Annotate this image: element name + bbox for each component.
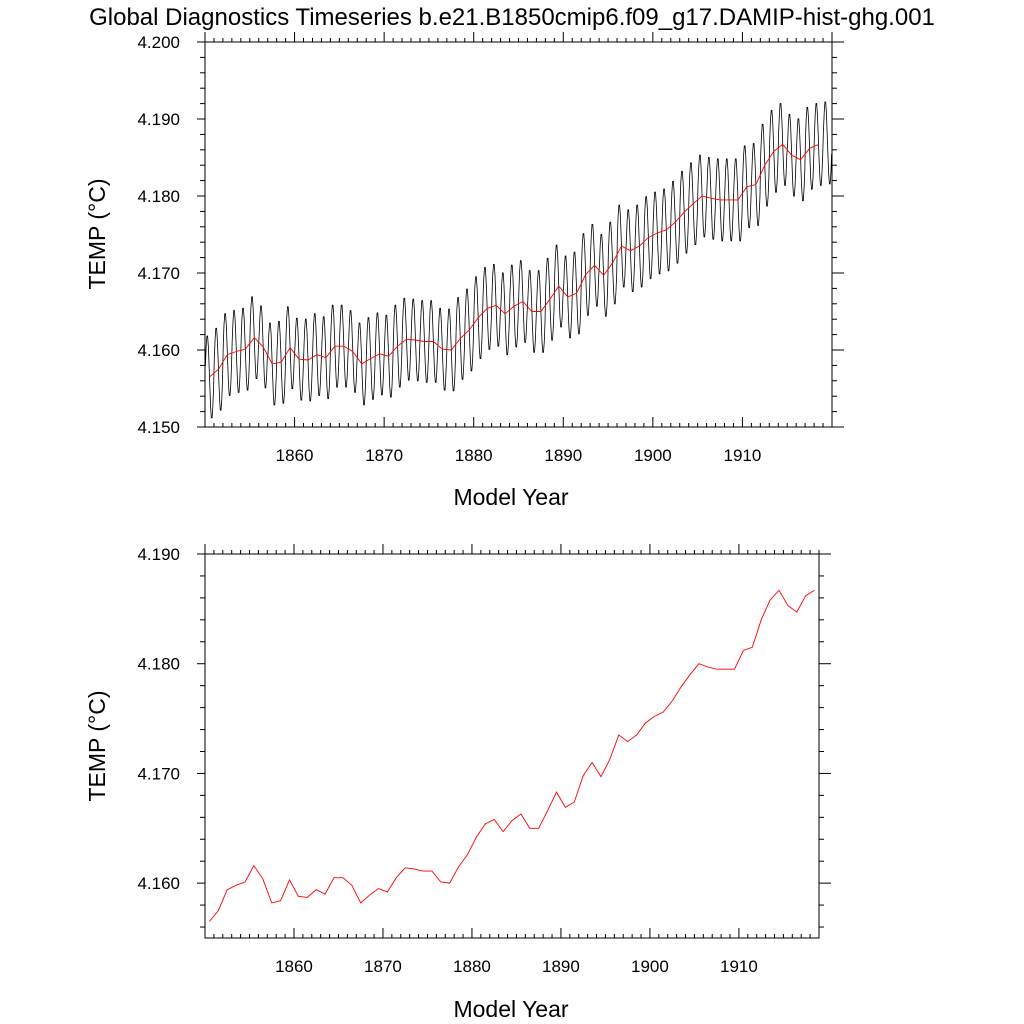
top-y-tick-label: 4.190 (137, 110, 180, 129)
bottom-panel: 1860 1870 1880 1890 1900 1910 4.160 4.170 4.180 4… (84, 544, 831, 1022)
bottom-x-tick-label: 1900 (631, 957, 669, 976)
bottom-panel-series (209, 589, 815, 922)
top-panel-tick-labels: 1860 1870 1880 1890 1900 1910 4.150 4.160 4.170 4… (137, 33, 761, 465)
bottom-y-axis-label: TEMP (°C) (84, 691, 110, 802)
top-series-line-annual (209, 143, 819, 378)
top-panel: 1860 1870 1880 1890 1900 1910 4.150 4.160 4.170 4… (84, 32, 844, 510)
top-x-tick-label: 1910 (724, 446, 762, 465)
top-y-tick-label: 4.170 (137, 264, 180, 283)
bottom-panel-ticks (197, 544, 831, 938)
top-y-tick-label: 4.180 (137, 187, 180, 206)
bottom-y-tick-label: 4.180 (137, 655, 180, 674)
top-y-tick-label: 4.150 (137, 418, 180, 437)
bottom-series-line-annual (209, 589, 815, 922)
top-y-tick-label: 4.200 (137, 33, 180, 52)
top-x-tick-label: 1890 (544, 446, 582, 465)
top-panel-ticks (197, 32, 844, 428)
bottom-x-tick-label: 1870 (364, 957, 402, 976)
top-x-axis-label: Model Year (453, 484, 568, 510)
top-panel-series (205, 101, 832, 419)
bottom-x-tick-label: 1890 (542, 957, 580, 976)
bottom-x-axis-label: Model Year (453, 996, 568, 1022)
top-x-tick-label: 1900 (634, 446, 672, 465)
top-y-axis-label: TEMP (°C) (84, 179, 110, 290)
bottom-y-tick-label: 4.160 (137, 874, 180, 893)
bottom-x-tick-label: 1910 (720, 957, 758, 976)
bottom-x-tick-label: 1880 (453, 957, 491, 976)
top-x-tick-label: 1860 (276, 446, 314, 465)
bottom-panel-tick-labels: 1860 1870 1880 1890 1900 1910 4.160 4.170 4.180 4… (137, 545, 757, 976)
top-y-tick-label: 4.160 (137, 341, 180, 360)
bottom-y-tick-label: 4.170 (137, 764, 180, 783)
top-series-line-monthly (205, 101, 832, 419)
chart-title: Global Diagnostics Timeseries b.e21.B185… (89, 4, 935, 31)
top-x-tick-label: 1870 (365, 446, 403, 465)
bottom-y-tick-label: 4.190 (137, 545, 180, 564)
bottom-x-tick-label: 1860 (275, 957, 313, 976)
bottom-plot-frame (204, 553, 820, 939)
top-x-tick-label: 1880 (455, 446, 493, 465)
